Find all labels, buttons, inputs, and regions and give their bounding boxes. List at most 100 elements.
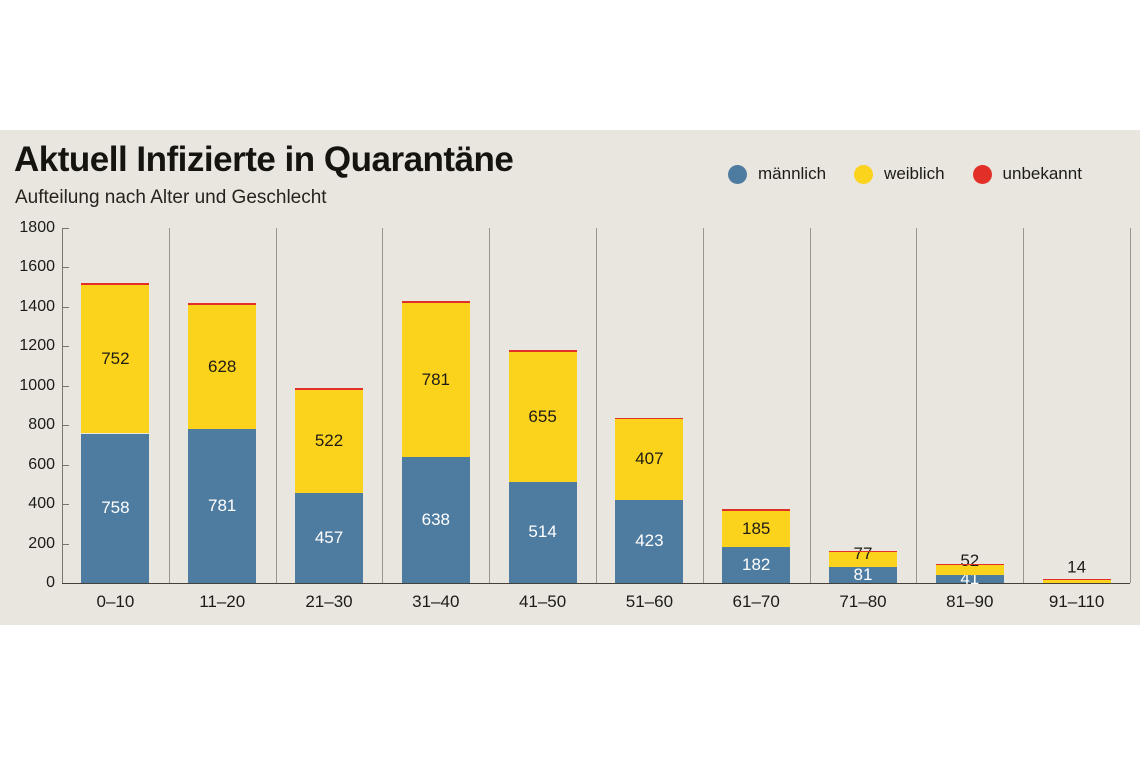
bar-segment-weiblich: 781 (401, 303, 470, 458)
y-axis-tick (62, 543, 69, 545)
bar-segment-unbekannt (935, 563, 1004, 565)
chart-subtitle: Aufteilung nach Alter und Geschlecht (15, 187, 327, 208)
x-axis-label: 0–10 (96, 592, 135, 611)
bar-value-label: 781 (421, 370, 450, 390)
bar-segment-männlich: 81 (829, 565, 897, 584)
bar-value-label: 628 (208, 357, 237, 377)
x-axis-label: 51–60 (625, 592, 674, 611)
bar-segment-unbekannt (81, 282, 150, 286)
bar-segment-männlich: 514 (508, 481, 577, 583)
y-axis-label: 1600 (19, 258, 55, 276)
bar-value-label: 182 (742, 555, 771, 575)
y-axis-tick (62, 306, 69, 308)
grid-separator (169, 228, 170, 583)
grid-separator (1023, 228, 1024, 583)
bar-value-label: 522 (314, 431, 344, 451)
bar-value-label: 52 (960, 550, 980, 570)
bar-segment-weiblich: 628 (188, 305, 257, 429)
grid-separator (810, 228, 811, 583)
legend-item-unbekannt: unbekannt (972, 164, 1082, 184)
grid-separator (703, 228, 704, 583)
bar-value-label: 185 (742, 518, 771, 538)
y-axis-label: 1200 (19, 337, 55, 355)
y-axis-tick (62, 425, 69, 427)
bar-segment-unbekannt (615, 417, 684, 420)
y-axis-label: 400 (28, 495, 55, 513)
bar-segment-weiblich: 655 (508, 352, 577, 482)
bar-value-label: 407 (635, 449, 664, 469)
bar-segment-unbekannt (508, 350, 577, 353)
x-axis-label: 61–70 (732, 592, 780, 611)
y-axis-line (62, 228, 63, 583)
bar-segment-unbekannt (722, 509, 791, 511)
bar-value-label: 514 (528, 522, 557, 542)
bar-segment-unbekannt (295, 387, 363, 390)
y-axis-label: 200 (28, 534, 55, 552)
y-axis-label: 1400 (19, 297, 55, 315)
bar-segment-weiblich: 752 (81, 285, 150, 434)
grid-separator (1130, 228, 1131, 583)
y-axis-label: 1000 (19, 376, 55, 394)
legend-swatch-icon (728, 164, 747, 184)
y-axis-tick (62, 267, 69, 269)
legend-label: männlich (758, 164, 827, 183)
y-axis-tick (62, 464, 69, 466)
grid-separator (916, 228, 917, 583)
x-axis-label: 91–110 (1048, 592, 1105, 611)
y-axis-label: 1800 (19, 219, 55, 236)
bar-segment-unbekannt (188, 303, 257, 306)
plot-area: 0 200 400 600 800 1000 1200 1400 1600 1800 758 752 0… (0, 130, 1140, 625)
bar-value-label: 81 (853, 565, 873, 584)
bar-value-label: 457 (314, 527, 344, 547)
bar-segment-weiblich: 522 (295, 389, 363, 493)
grid-separator (382, 228, 383, 583)
x-axis-label: 11–20 (199, 592, 246, 611)
y-axis-tick (62, 228, 69, 229)
bar-segment-männlich: 41 (935, 569, 1004, 587)
y-axis-label: 800 (28, 416, 55, 434)
bar-segment-weiblich: 14 (1042, 558, 1111, 583)
y-axis-tick (62, 385, 69, 387)
bar-segment-weiblich: 77 (829, 545, 897, 567)
legend: männlich weiblich unbekannt (728, 164, 1082, 184)
x-axis-label: 21–30 (305, 592, 353, 611)
bar-segment-männlich: 781 (188, 428, 257, 583)
grid-separator (276, 228, 277, 583)
x-axis-label: 41–50 (518, 592, 567, 611)
legend-swatch-icon (854, 164, 874, 184)
bar-segment-weiblich: 52 (935, 551, 1004, 575)
bar-value-label: 14 (1067, 557, 1087, 577)
bar-value-label: 77 (853, 544, 873, 564)
bar-segment-männlich: 182 (722, 547, 791, 583)
legend-label: weiblich (884, 164, 945, 183)
y-axis-label: 0 (46, 574, 55, 591)
y-axis-label: 600 (28, 455, 55, 473)
chart-title: Aktuell Infizierte in Quarantäne (14, 140, 514, 179)
y-axis-tick (62, 346, 69, 348)
bar-segment-weiblich: 185 (722, 510, 791, 548)
bar-segment-unbekannt (829, 550, 897, 552)
x-axis-label: 71–80 (839, 592, 887, 611)
bar-value-label: 758 (101, 498, 130, 518)
x-axis-label: 31–40 (412, 592, 460, 611)
x-axis-line (62, 583, 1130, 584)
bar-value-label: 638 (421, 510, 450, 530)
y-axis-tick (62, 504, 69, 506)
grid-separator (489, 228, 490, 583)
x-axis-label: 81–90 (946, 592, 994, 611)
bar-segment-unbekannt (401, 300, 470, 304)
bar-value-label: 752 (101, 349, 130, 369)
bar-segment-weiblich: 407 (615, 419, 684, 500)
bar-value-label: 655 (528, 407, 557, 427)
legend-swatch-icon (972, 164, 992, 184)
legend-item-weiblich: weiblich (854, 164, 945, 184)
grid-separator (596, 228, 597, 583)
bar-segment-männlich: 423 (615, 499, 684, 583)
legend-label: unbekannt (1002, 164, 1082, 183)
bar-value-label: 781 (208, 495, 237, 515)
bar-segment-unbekannt (1042, 579, 1111, 581)
bar-segment-männlich: 758 (81, 433, 150, 583)
chart-card: Aktuell Infizierte in Quarantäne Aufteil… (0, 130, 1140, 625)
legend-item-männlich: männlich (728, 164, 826, 184)
bar-segment-männlich: 457 (295, 492, 363, 583)
